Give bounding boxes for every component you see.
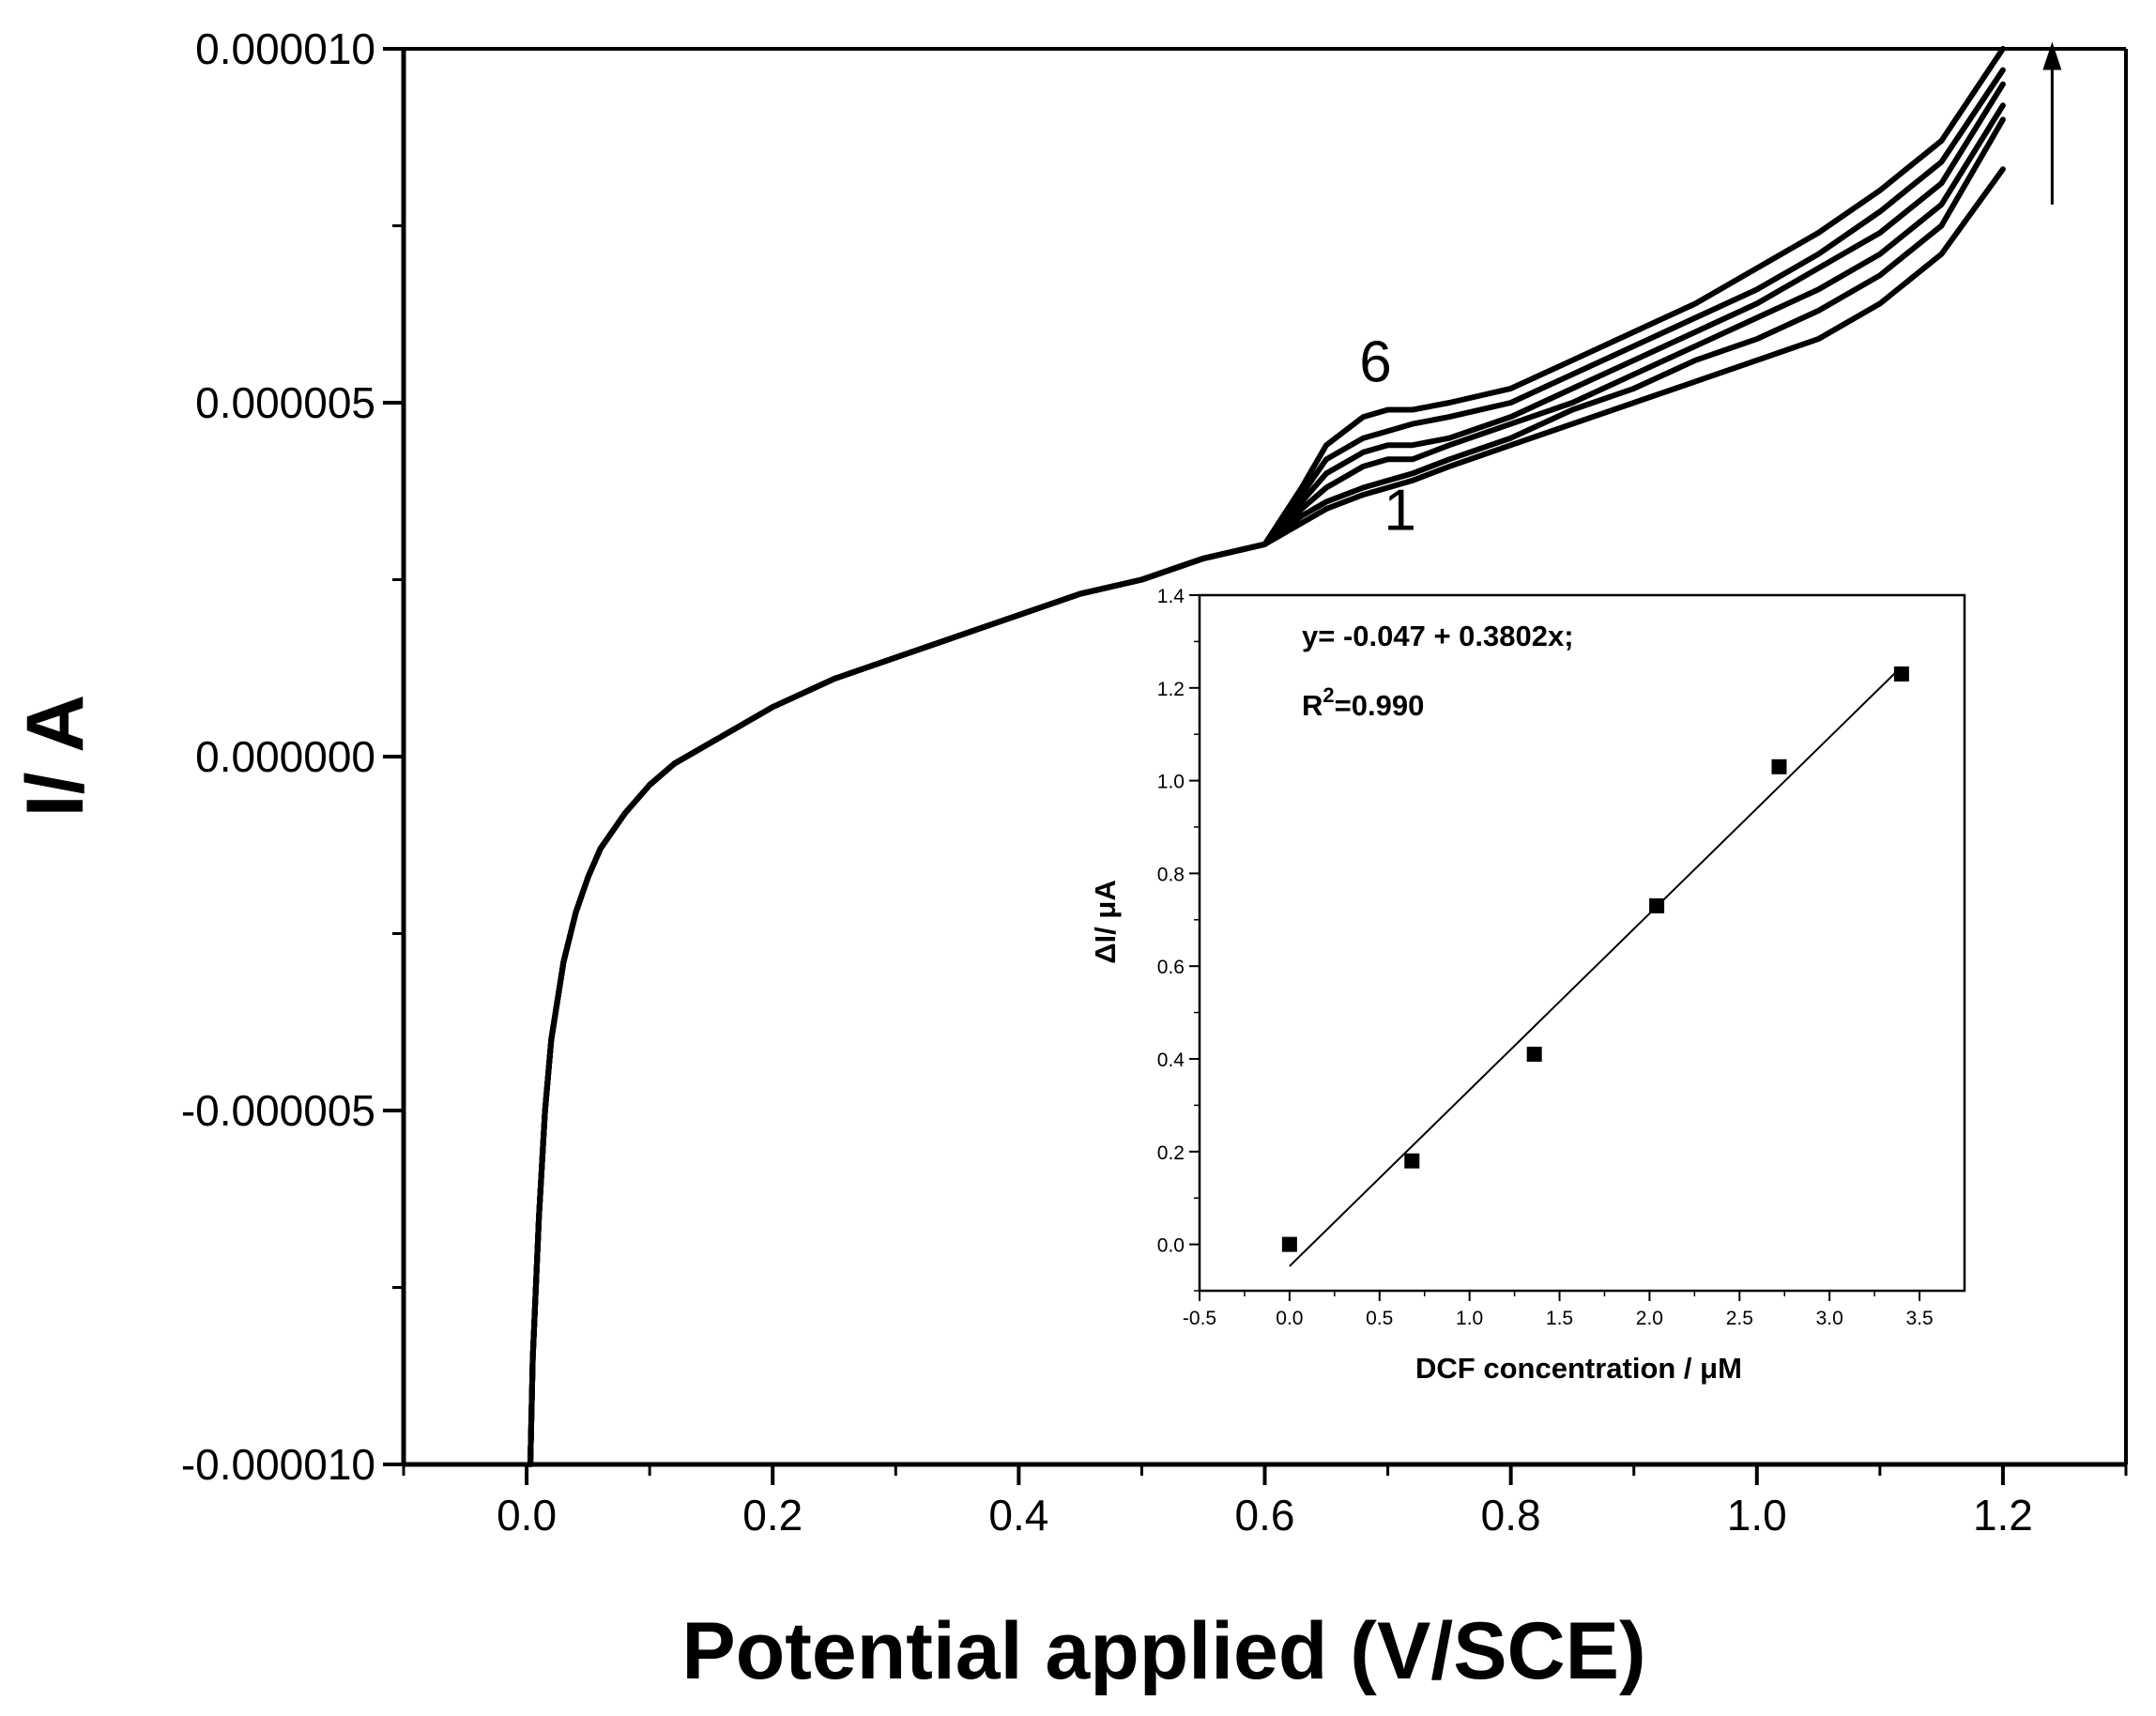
inset-x-tick-label: -0.5 bbox=[1183, 1308, 1216, 1329]
r-squared-value: =0.990 bbox=[1335, 689, 1425, 722]
y-tick-label: 0.000000 bbox=[195, 732, 375, 781]
x-tick-label: 0.6 bbox=[1235, 1491, 1295, 1540]
main-tick-group: 0.0 0.2 0.4 0.6 0.8 1.0 1.2 -0.000010 -0.000005 0… bbox=[181, 24, 2128, 1540]
x-tick-label: 1.2 bbox=[1973, 1491, 2033, 1540]
fit-equation: y= -0.047 + 0.3802x; bbox=[1302, 620, 1574, 652]
increase-arrow bbox=[2042, 41, 2062, 205]
x-tick-label: 1.0 bbox=[1727, 1491, 1787, 1540]
inset-data-point bbox=[1526, 1047, 1542, 1063]
inset-y-tick-label: 0.0 bbox=[1157, 1235, 1185, 1257]
inset-x-tick-label: 2.5 bbox=[1726, 1308, 1753, 1329]
inset-y-tick-label: 1.2 bbox=[1157, 679, 1185, 700]
inset-fit-line bbox=[1289, 666, 1903, 1267]
inset-x-tick-label: 2.0 bbox=[1636, 1308, 1663, 1329]
x-tick-label: 0.0 bbox=[497, 1491, 557, 1540]
inset-y-axis-title: ΔI/ μA bbox=[1089, 880, 1122, 963]
inset-x-axis-title: DCF concentration / μM bbox=[1415, 1352, 1742, 1385]
y-tick-label: 0.000005 bbox=[195, 378, 375, 427]
inset-data-point bbox=[1404, 1153, 1420, 1169]
r-squared-superscript: 2 bbox=[1323, 683, 1334, 707]
inset-y-tick-label: 0.6 bbox=[1157, 957, 1185, 978]
inset-x-tick-label: 0.5 bbox=[1366, 1308, 1393, 1329]
inset-background bbox=[1173, 595, 1962, 1290]
y-tick-label: -0.000010 bbox=[181, 1440, 375, 1489]
r-squared: R2=0.990 bbox=[1302, 683, 1424, 722]
y-tick-label: -0.000005 bbox=[181, 1086, 375, 1135]
inset-x-tick-label: 1.0 bbox=[1456, 1308, 1483, 1329]
inset-x-tick-label: 0.0 bbox=[1276, 1308, 1303, 1329]
inset-border bbox=[1198, 593, 1966, 1293]
main-series-group bbox=[528, 46, 2006, 1467]
inset-y-tick-label: 1.0 bbox=[1157, 772, 1185, 793]
inset-data-point bbox=[1893, 666, 1909, 682]
inset-x-tick-label: 3.5 bbox=[1905, 1308, 1933, 1329]
inset-y-tick-label: 0.8 bbox=[1157, 864, 1185, 885]
inset-data-point bbox=[1771, 758, 1787, 774]
inset-data-point bbox=[1649, 897, 1665, 913]
inset-x-tick-label: 1.5 bbox=[1546, 1308, 1573, 1329]
inset-y-tick-label: 0.4 bbox=[1157, 1050, 1185, 1071]
inset-plot-frame bbox=[1198, 593, 1966, 1293]
y-tick-label: 0.000010 bbox=[195, 24, 375, 73]
inset-tick-group: -0.5 0.0 0.5 1.0 1.5 2.0 2.5 3.0 3.5 0.0 0.2 0.4 0.6… bbox=[1157, 586, 1934, 1329]
main-x-axis-title: Potential applied (V/SCE) bbox=[681, 1606, 1645, 1696]
main-y-axis-title: I/ A bbox=[10, 695, 100, 818]
inset-data-point bbox=[1281, 1236, 1297, 1252]
curve-label-1: 1 bbox=[1384, 479, 1415, 544]
x-tick-label: 0.4 bbox=[988, 1491, 1048, 1540]
x-tick-label: 0.8 bbox=[1481, 1491, 1541, 1540]
inset-y-tick-label: 1.4 bbox=[1157, 586, 1185, 607]
inset-x-tick-label: 3.0 bbox=[1816, 1308, 1843, 1329]
inset-points-group bbox=[1281, 666, 1909, 1252]
x-tick-label: 0.2 bbox=[742, 1491, 803, 1540]
series-line-6 bbox=[528, 46, 2006, 1467]
inset-fit-line-group bbox=[1289, 666, 1903, 1267]
r-squared-prefix: R bbox=[1302, 689, 1323, 722]
inset-y-tick-label: 0.2 bbox=[1157, 1142, 1185, 1164]
curve-label-6: 6 bbox=[1359, 329, 1391, 394]
